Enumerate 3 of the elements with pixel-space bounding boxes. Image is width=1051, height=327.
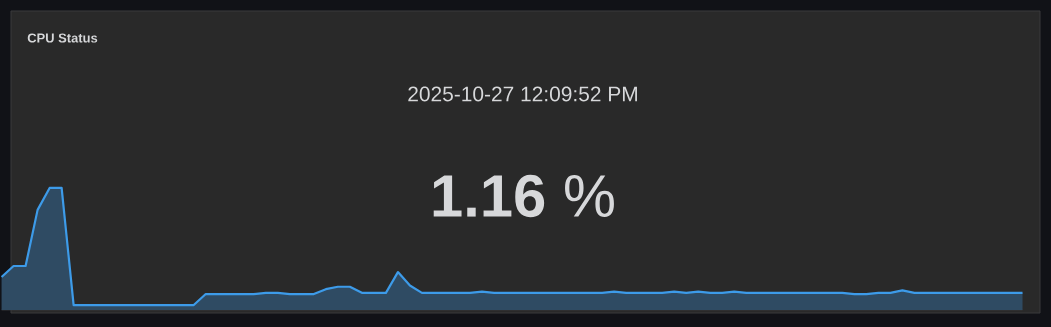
annotation: 1.16 % xyxy=(433,174,614,218)
chart-subtitle: 2025-10-27 12:09:52 PM xyxy=(408,86,637,102)
chart-title: CPU Status xyxy=(27,33,98,43)
